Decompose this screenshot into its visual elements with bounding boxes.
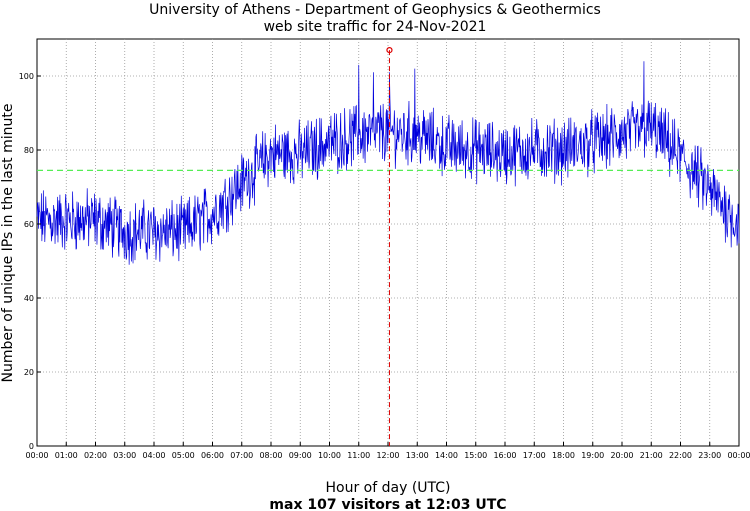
y-tick-label: 0 (29, 442, 34, 451)
x-tick-label: 02:00 (84, 451, 107, 460)
series-group (36, 61, 740, 265)
x-tick-label: 18:00 (552, 451, 575, 460)
x-tick-label: 11:00 (347, 451, 370, 460)
max-point-marker (386, 46, 393, 54)
y-tick-label: 100 (19, 72, 34, 81)
x-tick-label: 23:00 (698, 451, 721, 460)
x-tick-label: 06:00 (201, 451, 224, 460)
y-tick-label: 80 (24, 146, 34, 155)
x-tick-label: 13:00 (406, 451, 429, 460)
y-tick-label: 20 (24, 368, 34, 377)
x-tick-label: 14:00 (435, 451, 458, 460)
x-tick-label: 21:00 (640, 451, 663, 460)
x-tick-label: 08:00 (259, 451, 282, 460)
x-tick-label: 15:00 (464, 451, 487, 460)
plot-area (36, 38, 740, 447)
y-axis-ticks: 0 20 40 60 80 100 (19, 72, 41, 451)
x-tick-label: 22:00 (669, 451, 692, 460)
chart-title: University of Athens - Department of Geo… (149, 2, 601, 18)
y-axis-label: Number of unique IPs in the last minute (0, 104, 16, 383)
y-tick-label: 60 (24, 220, 34, 229)
chart-subtitle: web site traffic for 24-Nov-2021 (264, 19, 487, 35)
x-tick-label: 00:00 (727, 451, 750, 460)
grid-lines (37, 39, 739, 446)
max-visitors-note: max 107 visitors at 12:03 UTC (269, 497, 506, 511)
x-tick-label: 00:00 (25, 451, 48, 460)
x-tick-label: 01:00 (55, 451, 78, 460)
y-tick-label: 40 (24, 294, 34, 303)
x-axis-ticks: 00:00 01:00 02:00 03:00 04:00 05:00 06:00 07:00… (25, 442, 750, 460)
x-tick-label: 03:00 (113, 451, 136, 460)
marker-group (386, 46, 393, 446)
x-axis-label: Hour of day (UTC) (326, 480, 451, 496)
x-tick-label: 10:00 (318, 451, 341, 460)
x-tick-label: 07:00 (230, 451, 253, 460)
x-tick-label: 04:00 (142, 451, 165, 460)
x-tick-label: 12:00 (376, 451, 399, 460)
x-tick-label: 20:00 (610, 451, 633, 460)
x-tick-label: 19:00 (581, 451, 604, 460)
traffic-series-line (36, 61, 740, 265)
x-tick-label: 09:00 (289, 451, 312, 460)
x-tick-label: 05:00 (172, 451, 195, 460)
x-tick-label: 16:00 (493, 451, 516, 460)
x-tick-label: 17:00 (523, 451, 546, 460)
